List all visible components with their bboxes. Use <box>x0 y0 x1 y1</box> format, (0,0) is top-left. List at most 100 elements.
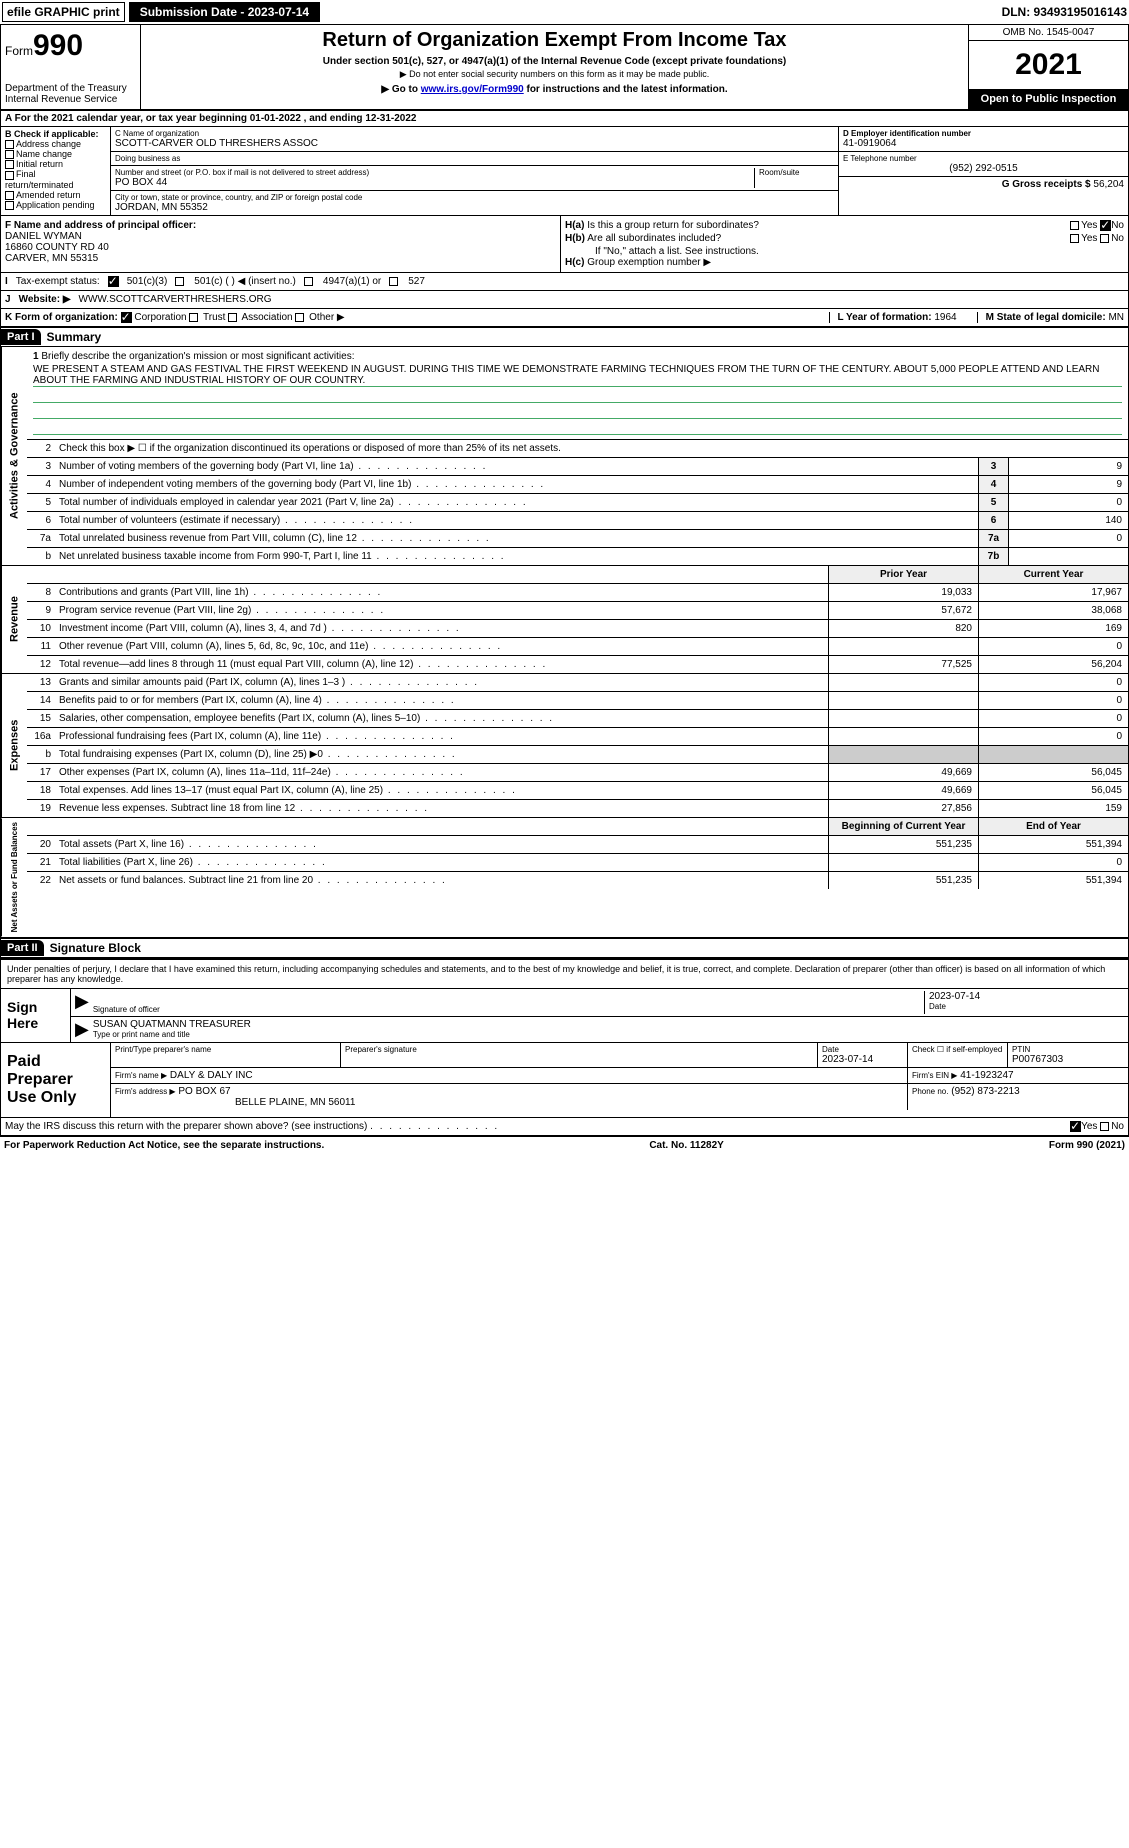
chk-initial-return[interactable] <box>5 160 14 169</box>
self-employed-check[interactable]: Check ☐ if self-employed <box>912 1045 1003 1054</box>
open-inspection-badge: Open to Public Inspection <box>969 89 1128 109</box>
table-row: bTotal fundraising expenses (Part IX, co… <box>27 746 1128 764</box>
row-a-period: A For the 2021 calendar year, or tax yea… <box>0 111 1129 127</box>
row-klm: K Form of organization: Corporation Trus… <box>0 309 1129 328</box>
chk-application-pending[interactable] <box>5 201 14 210</box>
street-label: Number and street (or P.O. box if mail i… <box>115 168 754 177</box>
bcy-hdr: Beginning of Current Year <box>828 818 978 835</box>
preparer-left-label: Paid Preparer Use Only <box>1 1043 111 1117</box>
form-title: Return of Organization Exempt From Incom… <box>149 29 960 52</box>
form-number: 990 <box>33 29 83 62</box>
table-row: 11Other revenue (Part VIII, column (A), … <box>27 638 1128 656</box>
part2-badge: Part II <box>1 940 44 956</box>
section-governance: Activities & Governance 1 Briefly descri… <box>0 347 1129 566</box>
section-net-assets: Net Assets or Fund Balances Beginning of… <box>0 818 1129 938</box>
table-row: 9Program service revenue (Part VIII, lin… <box>27 602 1128 620</box>
chk-hb-yes[interactable] <box>1070 234 1079 243</box>
chk-hb-no[interactable] <box>1100 234 1109 243</box>
current-year-hdr: Current Year <box>978 566 1128 583</box>
header-mid: Return of Organization Exempt From Incom… <box>141 25 968 109</box>
subtitle-1: Under section 501(c), 527, or 4947(a)(1)… <box>149 56 960 67</box>
chk-501c[interactable] <box>175 277 184 286</box>
form-header: Form990 Department of the Treasury Inter… <box>0 24 1129 111</box>
print-name-label: Type or print name and title <box>93 1030 1124 1039</box>
firm-ein: 41-1923247 <box>960 1070 1013 1081</box>
table-row: 10Investment income (Part VIII, column (… <box>27 620 1128 638</box>
sign-here-label: Sign Here <box>1 989 71 1042</box>
phone-label: E Telephone number <box>843 154 1124 163</box>
row-i-tax-status: I Tax-exempt status: 501(c)(3) 501(c) ( … <box>0 273 1129 291</box>
form-footer: Form 990 (2021) <box>1049 1140 1125 1151</box>
row-j-website: J Website: ▶ WWW.SCOTTCARVERTHRESHERS.OR… <box>0 291 1129 309</box>
sig-officer-label: Signature of officer <box>93 1005 924 1014</box>
chk-corp[interactable] <box>121 312 132 323</box>
year-formation: 1964 <box>934 312 956 323</box>
table-row: 22Net assets or fund balances. Subtract … <box>27 872 1128 889</box>
gov-line: bNet unrelated business taxable income f… <box>27 548 1128 565</box>
table-row: 16aProfessional fundraising fees (Part I… <box>27 728 1128 746</box>
chk-other[interactable] <box>295 313 304 322</box>
table-row: 21Total liabilities (Part X, line 26)0 <box>27 854 1128 872</box>
col-c-org-info: C Name of organization SCOTT-CARVER OLD … <box>111 127 838 215</box>
chk-ha-no[interactable] <box>1100 220 1111 231</box>
signature-block: Under penalties of perjury, I declare th… <box>0 958 1129 1043</box>
city-label: City or town, state or province, country… <box>115 193 834 202</box>
chk-527[interactable] <box>389 277 398 286</box>
col-b-checkboxes: B Check if applicable: Address change Na… <box>1 127 111 215</box>
table-row: 13Grants and similar amounts paid (Part … <box>27 674 1128 692</box>
firm-phone: (952) 873-2213 <box>951 1086 1019 1097</box>
dln-label: DLN: 93493195016143 <box>1002 5 1127 19</box>
sig-declaration: Under penalties of perjury, I declare th… <box>1 960 1128 989</box>
section-expenses: Expenses 13Grants and similar amounts pa… <box>0 674 1129 818</box>
chk-amended[interactable] <box>5 191 14 200</box>
irs-label: Internal Revenue Service <box>5 94 136 105</box>
col-b-header: B Check if applicable: <box>5 129 106 139</box>
paperwork-notice: For Paperwork Reduction Act Notice, see … <box>4 1140 324 1151</box>
chk-trust[interactable] <box>189 313 198 322</box>
part1-title: Summary <box>41 328 108 346</box>
table-row: 8Contributions and grants (Part VIII, li… <box>27 584 1128 602</box>
col-d-ein: D Employer identification number 41-0919… <box>838 127 1128 215</box>
tax-year: 2021 <box>969 41 1128 89</box>
ptin-value: P00767303 <box>1012 1054 1124 1065</box>
mission-block: 1 Briefly describe the organization's mi… <box>27 347 1128 440</box>
preparer-block: Paid Preparer Use Only Print/Type prepar… <box>0 1043 1129 1118</box>
discuss-row: May the IRS discuss this return with the… <box>0 1118 1129 1136</box>
rev-header-row: Prior Year Current Year <box>27 566 1128 584</box>
row-fh: F Name and address of principal officer:… <box>0 216 1129 273</box>
street-value: PO BOX 44 <box>115 177 754 188</box>
form-prefix: Form <box>5 44 33 58</box>
part2-title: Signature Block <box>44 939 147 957</box>
efile-label: efile GRAPHIC print <box>2 2 125 22</box>
chk-ha-yes[interactable] <box>1070 221 1079 230</box>
preparer-date: 2023-07-14 <box>822 1054 903 1065</box>
hb-note: If "No," attach a list. See instructions… <box>565 246 1124 257</box>
part2-header-row: Part II Signature Block <box>0 939 1129 958</box>
chk-name-change[interactable] <box>5 150 14 159</box>
chk-discuss-no[interactable] <box>1100 1122 1109 1131</box>
chk-4947[interactable] <box>304 277 313 286</box>
block-bcd: B Check if applicable: Address change Na… <box>0 127 1129 216</box>
side-expenses: Expenses <box>1 674 27 817</box>
header-left: Form990 Department of the Treasury Inter… <box>1 25 141 109</box>
submission-date-button[interactable]: Submission Date - 2023-07-14 <box>129 2 320 22</box>
line-2: 2 Check this box ▶ ☐ if the organization… <box>27 440 1128 458</box>
chk-assoc[interactable] <box>228 313 237 322</box>
subtitle-2: ▶ Do not enter social security numbers o… <box>149 69 960 80</box>
org-name-label: C Name of organization <box>115 129 834 138</box>
firm-addr2: BELLE PLAINE, MN 56011 <box>115 1097 903 1108</box>
footer-line: For Paperwork Reduction Act Notice, see … <box>0 1136 1129 1154</box>
chk-final-return[interactable] <box>5 171 14 180</box>
officer-name: DANIEL WYMAN <box>5 231 556 242</box>
chk-501c3[interactable] <box>108 276 119 287</box>
omb-number: OMB No. 1545-0047 <box>969 25 1128 41</box>
phone-value: (952) 292-0515 <box>843 163 1124 174</box>
gov-line: 4Number of independent voting members of… <box>27 476 1128 494</box>
chk-address-change[interactable] <box>5 140 14 149</box>
irs-link[interactable]: www.irs.gov/Form990 <box>421 84 524 95</box>
officer-label: F Name and address of principal officer: <box>5 220 556 231</box>
sig-date: 2023-07-14 <box>929 991 1124 1002</box>
table-row: 14Benefits paid to or for members (Part … <box>27 692 1128 710</box>
cat-no: Cat. No. 11282Y <box>649 1140 723 1151</box>
chk-discuss-yes[interactable] <box>1070 1121 1081 1132</box>
